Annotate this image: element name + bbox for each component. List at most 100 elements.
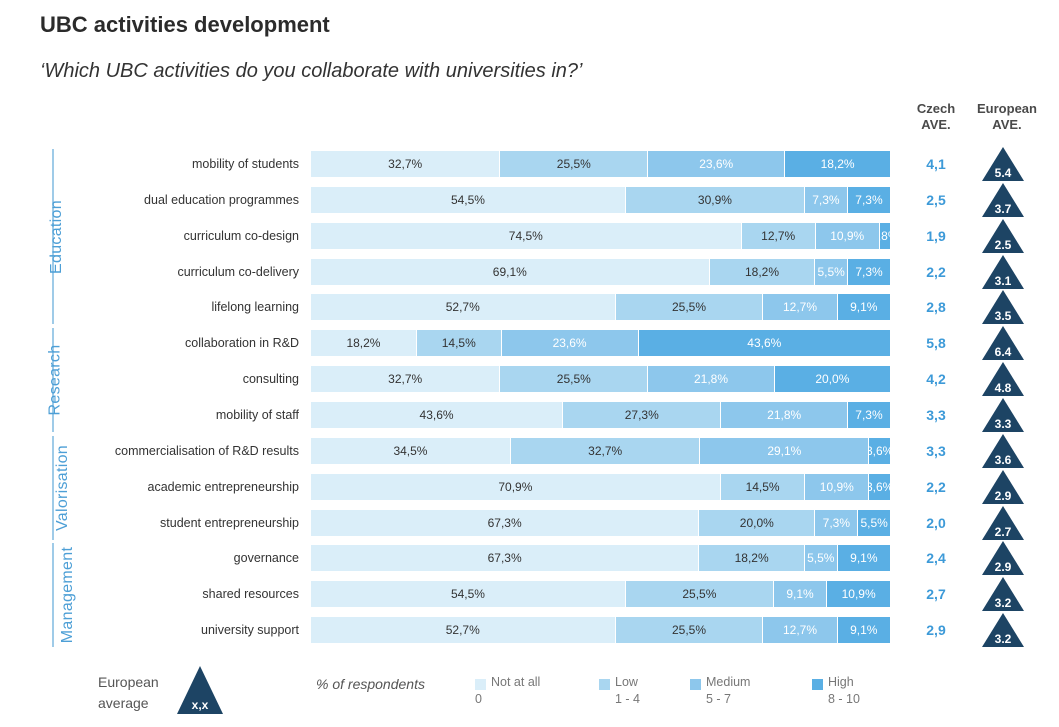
bar-segment-high: 5,5%: [857, 510, 890, 536]
row-label: shared resources: [202, 587, 299, 601]
european-average-value: 3.7: [995, 202, 1012, 216]
czech-average-header: Czech AVE.: [916, 101, 956, 132]
bar-segment-medium: 23,6%: [647, 151, 785, 177]
bar-segment-not-at-all: 67,3%: [311, 510, 699, 536]
legend-pct-label: % of respondents: [316, 676, 425, 692]
czech-average-value: 2,5: [926, 192, 946, 208]
bar-segment-not-at-all: 67,3%: [311, 545, 699, 571]
row-label: commercialisation of R&D results: [114, 444, 299, 458]
bar-segment-high: 43,6%: [637, 330, 891, 356]
row-label: curriculum co-delivery: [177, 265, 299, 279]
bar-segment-high: 9,1%: [836, 294, 890, 320]
bar-segment-not-at-all: 54,5%: [311, 187, 625, 213]
stacked-bar: 52,7% 25,5% 12,7% 9,1%: [311, 617, 890, 643]
legend-range: 5 - 7: [706, 692, 732, 706]
group-divider-line: [52, 149, 54, 324]
european-average-value: 3.6: [995, 453, 1012, 467]
czech-average-value: 2,7: [926, 586, 946, 602]
legend-european-label-1: European: [98, 674, 159, 690]
european-average-value: 2.5: [995, 238, 1012, 252]
czech-average-value: 2,2: [926, 479, 946, 495]
chart-title: UBC activities development: [40, 12, 330, 37]
european-average-triangle: 3.1: [982, 255, 1024, 289]
bar-segment-low: 14,5%: [415, 330, 501, 356]
bar-segment-high: 10,9%: [826, 581, 890, 607]
stacked-bar: 54,5% 30,9% 7,3% 7,3%: [311, 187, 890, 213]
group-label: Research: [46, 344, 64, 416]
bar-segment-low: 14,5%: [719, 474, 805, 500]
group-label: Valorisation: [54, 444, 72, 532]
bar-segment-medium: 21,8%: [647, 366, 774, 392]
czech-average-value: 5,8: [926, 335, 946, 351]
european-average-triangle: 3.2: [982, 577, 1024, 611]
european-average-triangle: 2.7: [982, 506, 1024, 540]
european-average-triangle: 3.7: [982, 183, 1024, 217]
european-average-value: 3.1: [995, 274, 1012, 288]
legend-range: 0: [475, 692, 482, 706]
european-average-value: 5.4: [995, 166, 1012, 180]
european-average-value: 4.8: [995, 381, 1012, 395]
bar-segment-high: 3,6%: [868, 438, 890, 464]
bar-segment-high: 3,6%: [868, 474, 890, 500]
bar-segment-not-at-all: 54,5%: [311, 581, 625, 607]
bar-segment-medium: 5,5%: [814, 259, 847, 285]
stacked-bar: 43,6% 27,3% 21,8% 7,3%: [311, 402, 890, 428]
bar-segment-low: 18,2%: [708, 259, 815, 285]
czech-average-value: 2,0: [926, 515, 946, 531]
legend-label: Not at all: [491, 675, 541, 689]
bar-segment-low: 18,2%: [698, 545, 804, 571]
european-average-value: 3.2: [995, 596, 1012, 610]
legend-european-label-2: average: [98, 695, 149, 711]
bar-segment-not-at-all: 32,7%: [311, 151, 500, 177]
bar-segment-not-at-all: 70,9%: [311, 474, 720, 500]
bar-segment-low: 25,5%: [614, 617, 763, 643]
stacked-bar: 34,5%32,7%29,1%3,6%: [311, 438, 890, 464]
bar-segment-low: 25,5%: [499, 151, 648, 177]
european-average-value: 3.5: [995, 309, 1012, 323]
european-average-triangle: 4.8: [982, 362, 1024, 396]
bar-segment-medium: 10,9%: [814, 223, 879, 249]
czech-average-value: 3,3: [926, 407, 946, 423]
stacked-bar: 70,9%14,5%10,9%3,6%: [311, 474, 890, 500]
czech-average-value: 1,9: [926, 228, 946, 244]
bar-segment-not-at-all: 52,7%: [311, 294, 615, 320]
european-average-value: 3.3: [995, 417, 1012, 431]
european-average-header: European AVE.: [977, 101, 1037, 132]
european-average-triangle: 3.6: [982, 434, 1024, 468]
legend-swatch: [690, 679, 701, 690]
czech-average-value: 4,1: [926, 156, 946, 172]
european-average-triangle: 5.4: [982, 147, 1024, 181]
bar-segment-not-at-all: 74,5%: [311, 223, 741, 249]
bar-segment-medium: 21,8%: [720, 402, 847, 428]
bar-segment-not-at-all: 34,5%: [311, 438, 510, 464]
legend-swatch: [475, 679, 486, 690]
group-education: Education: [20, 149, 65, 324]
stacked-bar: 32,7% 25,5% 23,6% 18,2%: [311, 151, 890, 177]
legend-triangle-icon: x,x: [177, 666, 223, 714]
row-label: lifelong learning: [211, 300, 299, 314]
czech-average-value: 2,9: [926, 622, 946, 638]
bar-segment-not-at-all: 52,7%: [311, 617, 615, 643]
european-average-triangle: 2.9: [982, 541, 1024, 575]
row-label: mobility of staff: [215, 408, 299, 422]
bar-segment-low: 25,5%: [614, 294, 763, 320]
bar-segment-low: 25,5%: [624, 581, 773, 607]
group-divider-line: [52, 328, 54, 432]
bar-segment-not-at-all: 69,1%: [311, 259, 709, 285]
group-label: Education: [47, 199, 65, 274]
bar-segment-high: 20,0%: [773, 366, 890, 392]
european-average-triangle: 2.9: [982, 470, 1024, 504]
legend-label: Low: [615, 675, 638, 689]
group-divider-line: [52, 543, 54, 647]
czech-average-value: 4,2: [926, 371, 946, 387]
bar-segment-high: 7,3%: [846, 402, 890, 428]
group-label: Management: [59, 546, 77, 644]
bar-segment-medium: 5,5%: [803, 545, 837, 571]
legend-range: 1 - 4: [615, 692, 641, 706]
european-average-value: 6.4: [995, 345, 1012, 359]
bar-segment-high: 7,3%: [846, 187, 890, 213]
bar-segment-medium: 29,1%: [699, 438, 869, 464]
bar-segment-low: 25,5%: [499, 366, 648, 392]
bar-segment-low: 30,9%: [624, 187, 804, 213]
row-label: consulting: [242, 372, 299, 386]
